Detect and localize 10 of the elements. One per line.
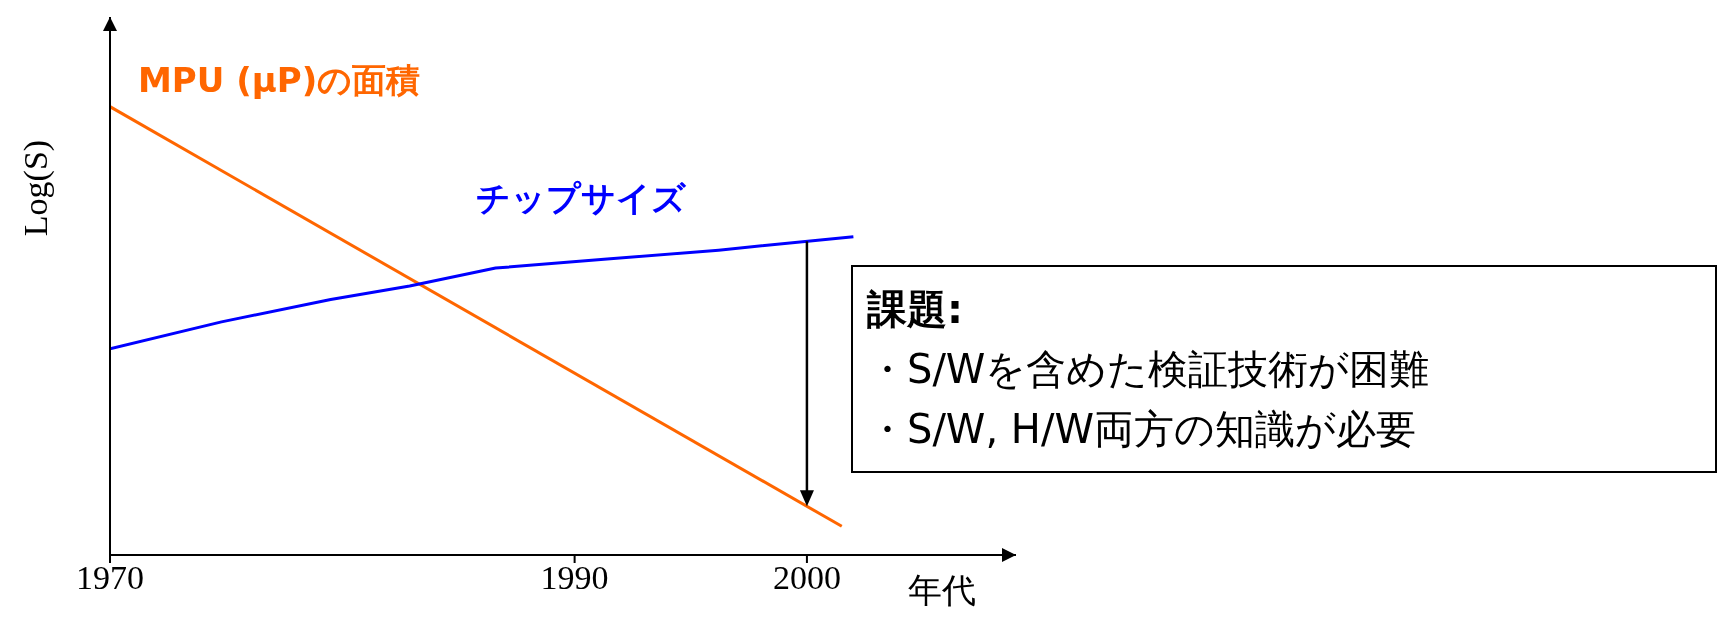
x-tick-label: 2000 [772,559,841,597]
annotation: 課題: [867,285,964,334]
series-label: チップサイズ [476,177,686,220]
annotation: ・S/W, H/W両方の知識が必要 [867,405,1417,454]
x-tick-label: 1990 [540,559,609,597]
x-tick-label: 1970 [76,559,144,597]
x-axis-title: 年代 [908,569,976,612]
y-axis-title: Log(S) [17,139,55,237]
annotation: ・S/Wを含めた検証技術が困難 [867,345,1431,394]
series-label: MPU (μP)の面積 [138,59,421,102]
